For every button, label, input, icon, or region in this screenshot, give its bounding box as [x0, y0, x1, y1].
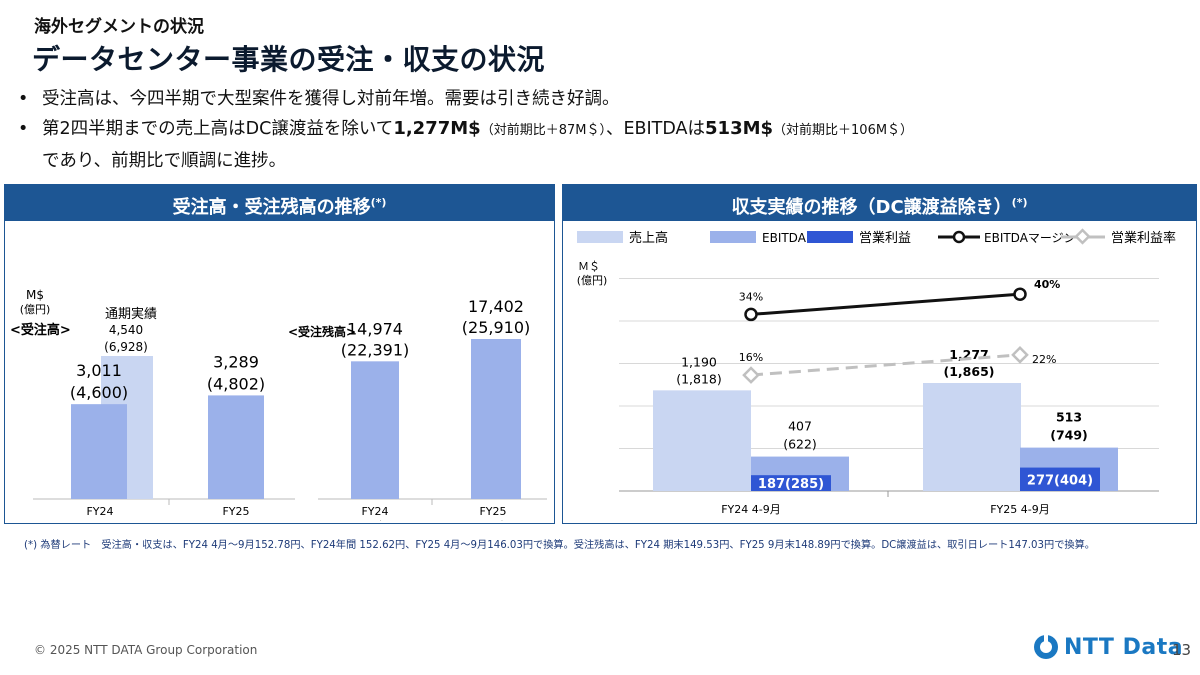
- bar-yen-label: (622): [783, 437, 817, 452]
- bar-value-label: 187(285): [758, 477, 824, 492]
- bar-value-label: 407: [788, 419, 812, 434]
- results-panel-title-text: 収支実績の推移（DC譲渡益除き）: [731, 197, 1012, 218]
- x-tick-label: 9月末: [479, 519, 508, 521]
- ebitda-value: 513M$: [705, 118, 774, 139]
- group-label-orders: <受注高>: [10, 322, 71, 338]
- bullet-item-revenue: • 第2四半期までの売上高はDC譲渡益を除いて1,277M$（対前期比＋87M＄…: [14, 114, 1174, 176]
- bar-value-label: 4,540: [109, 323, 143, 337]
- line-op-margin: [750, 353, 1021, 377]
- revenue-value: 1,277M$: [393, 118, 481, 139]
- orders-panel: 受注高・受注残高の推移(*) M$ (億円) <受注高> <受注残高> 通期実績 4,54…: [4, 184, 555, 533]
- legend-swatch-ebitda: [710, 231, 756, 243]
- line-marker: [742, 366, 760, 384]
- group-label-backlog: <受注残高>: [288, 324, 356, 339]
- bullet-text: 受注高は、今四半期で大型案件を獲得し対前年増。需要は引き続き好調。: [42, 89, 620, 109]
- legend-marker: [952, 230, 966, 244]
- bar-orders: [208, 395, 264, 499]
- orders-panel-title-text: 受注高・受注残高の推移: [172, 197, 371, 218]
- bar-operating-profit: [751, 475, 831, 491]
- line-ebitda-margin: [750, 292, 1021, 316]
- line-marker: [744, 307, 758, 322]
- footnote-ref: (*): [1011, 196, 1028, 209]
- legend-swatch-revenue: [577, 231, 623, 243]
- unit-label: M$: [26, 288, 44, 302]
- bullet-marker: •: [18, 89, 29, 109]
- bar-yen-label: (4,802): [207, 374, 265, 393]
- legend-label: EBITDA: [762, 231, 807, 245]
- legend-label: 売上高: [629, 230, 668, 246]
- x-tick-label: FY25 4-9月: [990, 503, 1050, 516]
- bar-value-label: 3,289: [213, 352, 259, 371]
- legend-label: 営業利益: [859, 230, 911, 246]
- x-tick-label: 4-9月: [86, 520, 115, 521]
- revenue-note: （対前期比＋87M＄）: [480, 123, 606, 138]
- bar-revenue: [923, 383, 1021, 491]
- bar-value-label: 513: [1056, 410, 1082, 425]
- x-tick-label: FY25: [222, 505, 249, 518]
- bar-backlog: [471, 339, 521, 499]
- section-kicker: 海外セグメントの状況: [34, 17, 204, 37]
- x-tick-label: FY25: [479, 505, 506, 518]
- x-tick-label: 期末: [364, 519, 386, 521]
- bar-value-label: 3,011: [76, 361, 122, 380]
- ebitda-note: （対前期比＋106M＄）: [773, 123, 914, 138]
- line-value-label: 22%: [1032, 353, 1056, 366]
- bar-value-label: 277(404): [1027, 473, 1093, 488]
- bar-value-label: 1,190: [681, 354, 717, 369]
- bar-yen-label: (1,865): [944, 364, 995, 379]
- orders-panel-title: 受注高・受注残高の推移(*): [5, 185, 554, 221]
- results-panel: 収支実績の推移（DC譲渡益除き）(*) 売上高 EBITDA 営業利益 EBITDAマ…: [562, 184, 1197, 524]
- ntt-logo-mark-icon: [1034, 633, 1058, 659]
- line-value-label: 40%: [1034, 278, 1060, 291]
- bar-backlog: [351, 361, 399, 499]
- bar-yen-label: (25,910): [462, 318, 530, 337]
- footnote: (*) 為替レート 受注高・収支は、FY24 4月～9月152.78円、FY24…: [24, 540, 1095, 551]
- x-tick-label: 4-9月: [222, 520, 251, 521]
- unit-label-yen: (億円): [20, 303, 51, 316]
- legend-label: EBITDAマージン: [984, 231, 1076, 245]
- legend-swatch-op: [807, 231, 853, 243]
- bar-yen-label: (4,600): [70, 383, 128, 402]
- bullet-text: 第2四半期までの売上高はDC譲渡益を除いて: [42, 119, 394, 139]
- legend-label: 営業利益率: [1111, 230, 1176, 246]
- bullet-list: • 受注高は、今四半期で大型案件を獲得し対前年増。需要は引き続き好調。 • 第2…: [14, 84, 1174, 176]
- bar-operating-profit: [1020, 467, 1100, 491]
- footnote-ref: (*): [370, 196, 387, 209]
- unit-label-yen: (億円): [577, 274, 608, 287]
- bar-value-label: 17,402: [468, 297, 524, 316]
- unit-label: Ｍ＄: [578, 259, 600, 273]
- bullet-item-orders: • 受注高は、今四半期で大型案件を獲得し対前年増。需要は引き続き好調。: [14, 84, 1174, 114]
- bar-value-label: 14,974: [347, 319, 403, 338]
- bullet-text-line2: であり、前期比で順調に進捗。: [42, 151, 287, 171]
- bar-yen-label: (6,928): [104, 340, 148, 354]
- x-tick-label: FY24 4-9月: [721, 503, 781, 516]
- bar-yen-label: (22,391): [341, 340, 409, 359]
- copyright: © 2025 NTT DATA Group Corporation: [34, 643, 258, 657]
- line-marker: [1013, 287, 1027, 301]
- line-marker: [1011, 346, 1029, 364]
- legend-marker: [1074, 228, 1091, 245]
- x-tick-label: FY24: [86, 505, 113, 518]
- results-panel-title: 収支実績の推移（DC譲渡益除き）(*): [563, 185, 1196, 221]
- bar-yen-label: (749): [1050, 428, 1088, 443]
- logo-text: NTT Data: [1064, 634, 1184, 660]
- bullet-marker: •: [18, 119, 29, 139]
- line-value-label: 16%: [739, 351, 763, 364]
- x-tick-label: FY24: [361, 505, 388, 518]
- bar-orders: [71, 404, 127, 499]
- bar-yen-label: (1,818): [676, 371, 722, 386]
- page-number: 13: [1172, 641, 1192, 659]
- bar-revenue: [653, 390, 751, 491]
- line-value-label: 34%: [739, 290, 763, 303]
- ntt-data-logo: NTT Data: [1034, 633, 1183, 661]
- bullet-text-mid: 、EBITDAは: [605, 119, 706, 139]
- series-label: 通期実績: [105, 306, 157, 322]
- page-title: データセンター事業の受注・収支の状況: [32, 43, 546, 76]
- results-chart: 売上高 EBITDA 営業利益 EBITDAマージン 営業利益率 Ｍ＄(億円) 1,190 (…: [577, 228, 1176, 516]
